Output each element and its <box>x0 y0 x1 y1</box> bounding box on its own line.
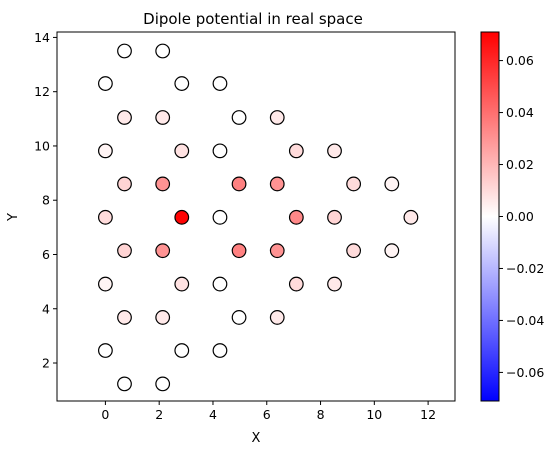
y-tick-label: 12 <box>34 84 50 99</box>
plot-frame <box>56 31 456 402</box>
y-tick-label: 4 <box>42 301 50 316</box>
x-tick-label: 8 <box>317 407 325 422</box>
x-tick-label: 10 <box>366 407 382 422</box>
data-point <box>174 209 190 225</box>
y-tick-label: 10 <box>34 138 50 153</box>
data-point <box>288 209 304 225</box>
data-point <box>212 76 228 91</box>
data-point <box>269 176 285 192</box>
data-point <box>384 243 400 259</box>
x-tick-label: 4 <box>209 407 217 422</box>
data-point <box>155 310 171 325</box>
y-axis-label: Y <box>6 213 21 222</box>
colorbar-gradient <box>480 31 500 402</box>
data-point <box>155 110 171 125</box>
data-point <box>288 143 304 159</box>
colorbar-tick-label: −0.02 <box>506 261 544 276</box>
plot-area: 0 2 4 6 8 10 12 2 4 6 8 10 12 14 <box>34 30 456 422</box>
data-point <box>155 43 171 59</box>
data-point <box>212 143 228 159</box>
data-point <box>174 143 190 159</box>
colorbar-tick-label: 0.06 <box>506 53 534 68</box>
data-point <box>327 209 342 225</box>
data-point <box>231 110 247 125</box>
data-point <box>117 43 132 59</box>
x-tick-label: 0 <box>101 407 109 422</box>
data-point <box>346 176 362 192</box>
x-tick-label: 12 <box>420 407 436 422</box>
y-tick-label: 8 <box>42 193 50 208</box>
data-point <box>231 176 247 192</box>
data-point <box>269 310 285 325</box>
y-tick-label: 14 <box>34 30 50 45</box>
data-point <box>117 310 132 325</box>
data-point <box>212 276 228 292</box>
colorbar-ticks: −0.06 −0.04 −0.02 0.00 0.02 0.04 0.06 <box>499 53 544 380</box>
data-point <box>155 243 171 259</box>
data-point <box>327 143 342 159</box>
data-point <box>288 276 304 292</box>
data-point <box>117 110 132 125</box>
colorbar-tick-label: −0.06 <box>506 365 544 380</box>
data-point <box>231 310 247 325</box>
data-point <box>384 176 400 192</box>
data-point <box>155 376 171 392</box>
x-tick-label: 2 <box>155 407 163 422</box>
data-point <box>117 243 132 259</box>
data-point <box>212 343 228 358</box>
x-axis-label: X <box>252 431 261 446</box>
data-point <box>403 209 419 225</box>
scatter-points <box>98 43 419 392</box>
data-point <box>98 276 113 292</box>
colorbar-tick-label: 0.04 <box>506 105 534 120</box>
data-point <box>212 209 228 225</box>
x-tick-label: 6 <box>263 407 271 422</box>
data-point <box>98 209 113 225</box>
data-point <box>117 376 132 392</box>
colorbar-tick-label: −0.04 <box>506 313 544 328</box>
data-point <box>174 76 190 91</box>
y-tick-label: 6 <box>42 247 50 262</box>
data-point <box>269 243 285 259</box>
colorbar: −0.06 −0.04 −0.02 0.00 0.02 0.04 0.06 <box>480 31 544 402</box>
x-axis-ticks: 0 2 4 6 8 10 12 <box>101 401 436 422</box>
chart-title: Dipole potential in real space <box>143 10 363 28</box>
data-point <box>174 276 190 292</box>
colorbar-tick-label: 0.02 <box>506 157 534 172</box>
data-point <box>98 76 113 91</box>
y-tick-label: 2 <box>42 356 50 371</box>
data-point <box>98 343 113 358</box>
data-point <box>98 143 113 159</box>
data-point <box>155 176 171 192</box>
data-point <box>269 110 285 125</box>
y-axis-ticks: 2 4 6 8 10 12 14 <box>34 30 57 371</box>
data-point <box>231 243 247 259</box>
data-point <box>327 276 342 292</box>
data-point <box>346 243 362 259</box>
data-point <box>174 343 190 358</box>
colorbar-tick-label: 0.00 <box>506 209 534 224</box>
data-point <box>117 176 132 192</box>
